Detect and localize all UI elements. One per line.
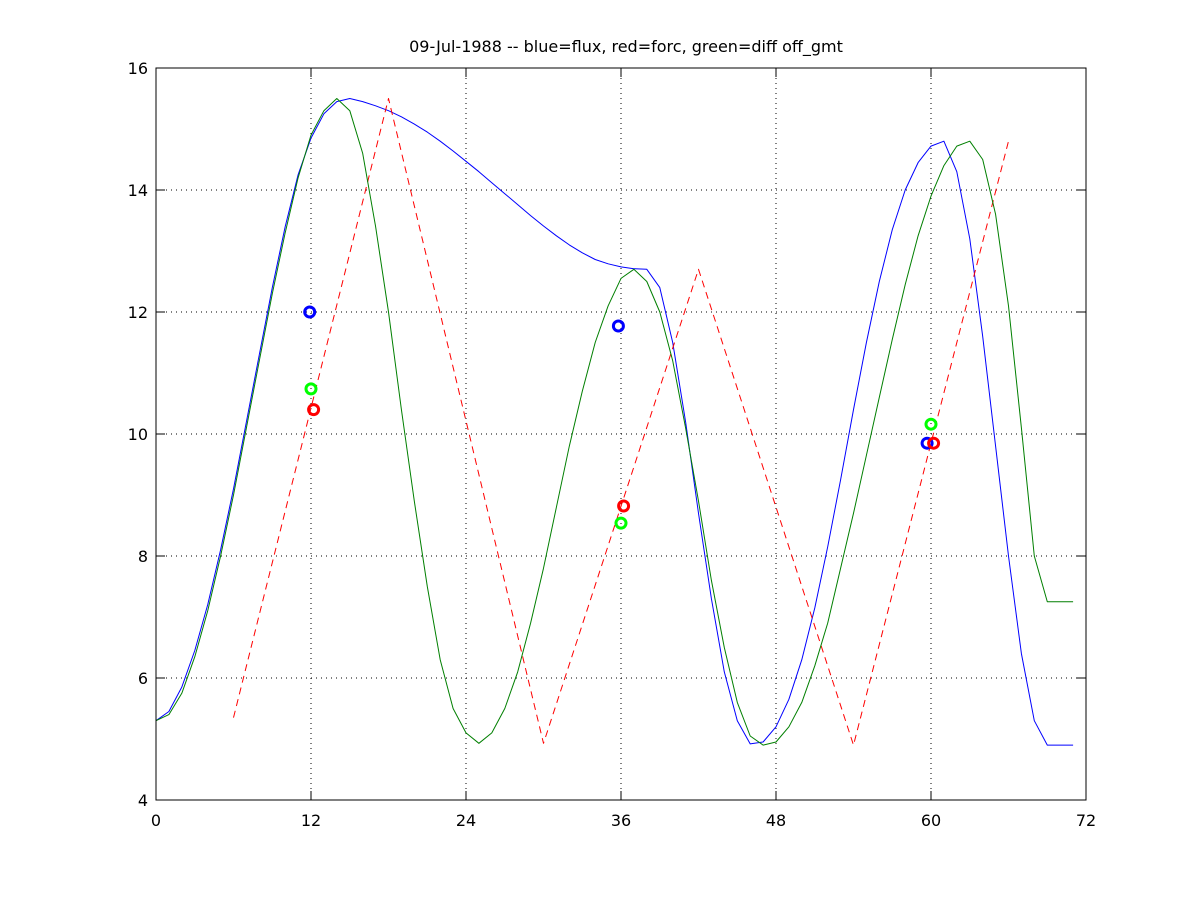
series-line-forc <box>233 98 1009 746</box>
y-tick-label: 8 <box>138 547 148 566</box>
marker-forc <box>307 403 321 417</box>
y-tick-label: 12 <box>128 303 148 322</box>
y-tick-label: 10 <box>128 425 148 444</box>
x-tick-label: 0 <box>151 811 161 830</box>
marker-diff <box>924 417 938 431</box>
x-tick-label: 72 <box>1076 811 1096 830</box>
marker-flux <box>920 436 934 450</box>
y-tick-label: 6 <box>138 669 148 688</box>
marker-diff <box>614 516 628 530</box>
marker-forc <box>617 499 631 513</box>
plot-markers <box>303 305 941 530</box>
y-tick-label: 16 <box>128 59 148 78</box>
marker-flux <box>303 305 317 319</box>
y-tick-label: 4 <box>138 791 148 810</box>
x-tick-label: 12 <box>301 811 321 830</box>
marker-diff <box>304 382 318 396</box>
x-tick-label: 24 <box>456 811 476 830</box>
marker-forc <box>927 436 941 450</box>
marker-flux <box>611 319 625 333</box>
y-tick-label: 14 <box>128 181 148 200</box>
x-tick-label: 60 <box>921 811 941 830</box>
grid <box>156 68 1086 800</box>
x-tick-label: 48 <box>766 811 786 830</box>
series-line-diff <box>155 98 1074 746</box>
series-line-flux <box>155 98 1074 746</box>
x-tick-label: 36 <box>611 811 631 830</box>
chart-title: 09-Jul-1988 -- blue=flux, red=forc, gree… <box>409 37 843 57</box>
plot-series <box>155 98 1074 746</box>
axis-ticks: 0 12 24 36 48 60 72 4 6 8 10 12 14 16 <box>128 59 1097 830</box>
